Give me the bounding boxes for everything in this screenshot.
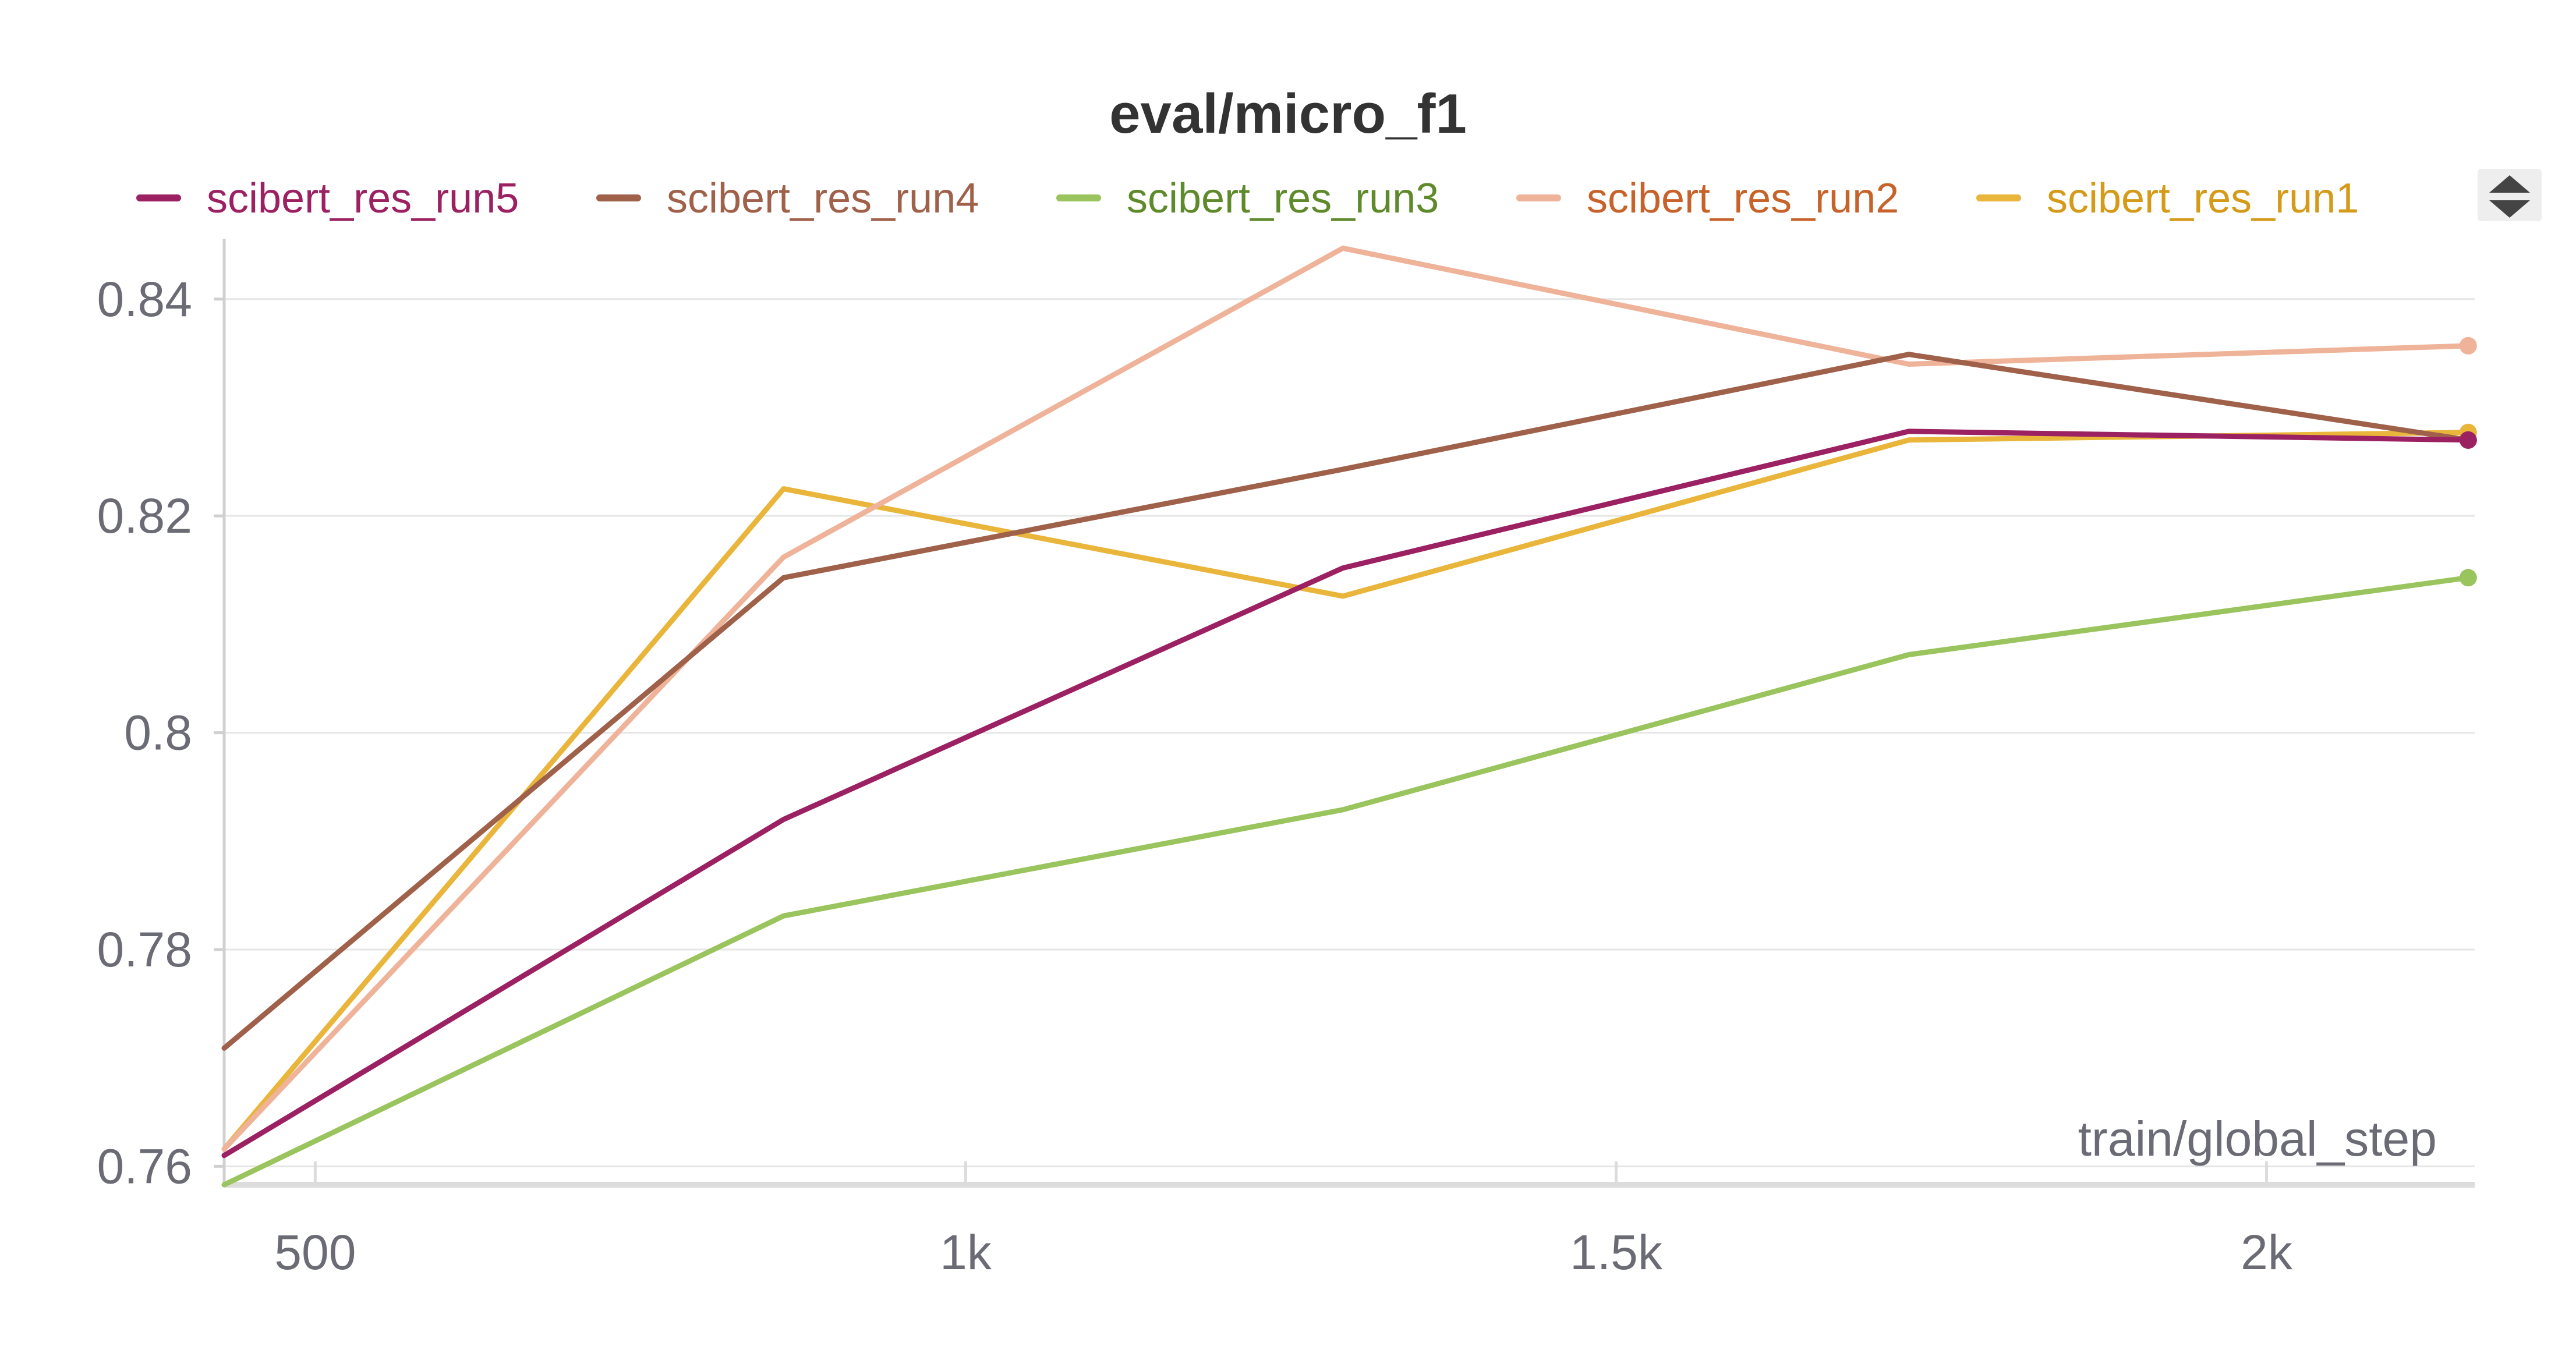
series-end-marker (2459, 337, 2477, 355)
y-tick-label: 0.82 (97, 488, 193, 543)
legend-scroll-control[interactable] (2478, 169, 2542, 221)
legend-label: scibert_res_run1 (2047, 175, 2359, 222)
plot-area (221, 245, 2471, 1188)
axes: 0.76 0.78 0.8 0.82 0.84 500 1k 1.5k 2k (97, 239, 2475, 1280)
series-line-scibert-res-run1 (221, 430, 2471, 1152)
series-end-marker (2459, 431, 2477, 449)
legend-label: scibert_res_run5 (207, 175, 519, 222)
legend-label: scibert_res_run3 (1127, 175, 1439, 222)
series-line-scibert-res-run5 (221, 428, 2471, 1159)
chart-title: eval/micro_f1 (1109, 83, 1467, 145)
y-tick-label: 0.8 (124, 706, 192, 760)
y-tick-label: 0.78 (97, 922, 193, 977)
series-line-scibert-res-run2 (221, 245, 2471, 1152)
x-tick-label: 500 (274, 1225, 356, 1280)
x-axis-title: train/global_step (2078, 1111, 2437, 1166)
legend-item-scibert-res-run2[interactable]: scibert_res_run2 (1516, 175, 1899, 222)
series-line-scibert-res-run3 (221, 575, 2471, 1188)
grid (224, 298, 2475, 1167)
legend-item-scibert-res-run5[interactable]: scibert_res_run5 (136, 175, 519, 222)
legend: scibert_res_run5 scibert_res_run4 scibert_… (136, 175, 2359, 222)
x-tick-label: 1.5k (1570, 1225, 1663, 1280)
x-tick-label: 2k (2241, 1225, 2293, 1280)
series-end-marker (2459, 569, 2477, 587)
chevron-up-icon[interactable] (2489, 175, 2530, 193)
y-tick-label: 0.76 (97, 1139, 193, 1193)
series-line-scibert-res-run4 (221, 352, 2471, 1051)
chevron-down-icon[interactable] (2489, 200, 2530, 218)
y-tick-label: 0.84 (97, 272, 193, 327)
series-end-markers (2459, 337, 2477, 587)
x-tick-label: 1k (940, 1225, 992, 1280)
legend-item-scibert-res-run4[interactable]: scibert_res_run4 (596, 175, 979, 222)
legend-scroll-background[interactable] (2478, 169, 2542, 221)
legend-label: scibert_res_run2 (1587, 175, 1899, 222)
legend-label: scibert_res_run4 (667, 175, 979, 222)
legend-item-scibert-res-run1[interactable]: scibert_res_run1 (1976, 175, 2359, 222)
legend-item-scibert-res-run3[interactable]: scibert_res_run3 (1056, 175, 1439, 222)
